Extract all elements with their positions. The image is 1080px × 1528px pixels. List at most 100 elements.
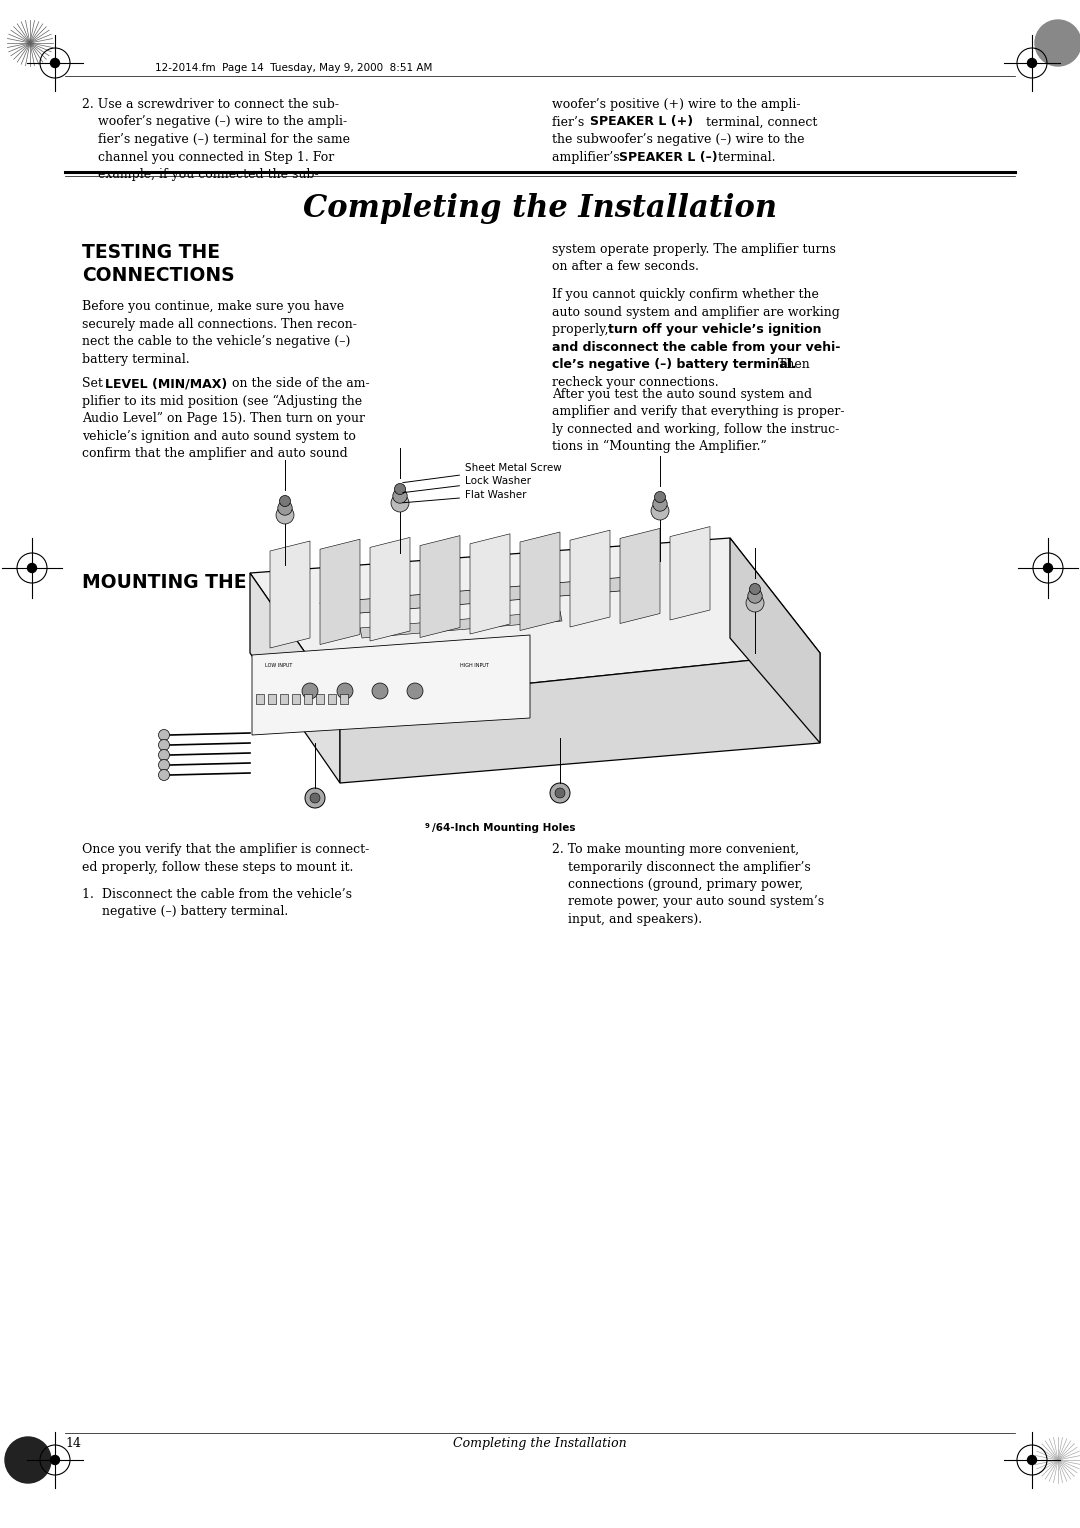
- Text: Set: Set: [82, 377, 107, 390]
- Circle shape: [652, 497, 667, 512]
- Circle shape: [159, 750, 170, 761]
- Circle shape: [1035, 20, 1080, 66]
- Text: Then: Then: [774, 358, 810, 371]
- Text: and disconnect the cable from your vehi-: and disconnect the cable from your vehi-: [552, 341, 840, 353]
- Circle shape: [310, 793, 320, 804]
- Text: Completing the Installation: Completing the Installation: [303, 193, 777, 225]
- Text: turn off your vehicle’s ignition: turn off your vehicle’s ignition: [608, 322, 822, 336]
- Polygon shape: [620, 529, 660, 623]
- Text: ly connected and working, follow the instruc-: ly connected and working, follow the ins…: [552, 423, 839, 435]
- FancyBboxPatch shape: [292, 694, 300, 704]
- Text: Audio Level” on Page 15). Then turn on your: Audio Level” on Page 15). Then turn on y…: [82, 413, 365, 425]
- Text: channel you connected in Step 1. For: channel you connected in Step 1. For: [82, 150, 334, 163]
- Text: remote power, your auto sound system’s: remote power, your auto sound system’s: [552, 895, 824, 909]
- Polygon shape: [670, 527, 710, 620]
- Circle shape: [159, 770, 170, 781]
- Text: connections (ground, primary power,: connections (ground, primary power,: [552, 879, 804, 891]
- Polygon shape: [470, 533, 510, 634]
- Text: Completing the Installation: Completing the Installation: [454, 1436, 626, 1450]
- Polygon shape: [730, 538, 820, 743]
- Text: HIGH INPUT: HIGH INPUT: [460, 663, 489, 668]
- Text: negative (–) battery terminal.: negative (–) battery terminal.: [82, 906, 288, 918]
- Text: ed properly, follow these steps to mount it.: ed properly, follow these steps to mount…: [82, 860, 353, 874]
- Text: the subwoofer’s negative (–) wire to the: the subwoofer’s negative (–) wire to the: [552, 133, 805, 147]
- FancyBboxPatch shape: [328, 694, 336, 704]
- Text: plifier to its mid position (see “Adjusting the: plifier to its mid position (see “Adjust…: [82, 394, 362, 408]
- Text: SPEAKER L (–): SPEAKER L (–): [619, 150, 717, 163]
- Circle shape: [51, 58, 59, 67]
- Text: SPEAKER L (+): SPEAKER L (+): [590, 116, 693, 128]
- Circle shape: [159, 729, 170, 741]
- Circle shape: [393, 489, 407, 503]
- Text: terminal.: terminal.: [714, 150, 775, 163]
- Circle shape: [5, 1436, 51, 1484]
- Text: nect the cable to the vehicle’s negative (–): nect the cable to the vehicle’s negative…: [82, 335, 350, 348]
- Text: Sheet Metal Screw: Sheet Metal Screw: [403, 463, 562, 483]
- Circle shape: [1043, 564, 1053, 573]
- Text: tions in “Mounting the Amplifier.”: tions in “Mounting the Amplifier.”: [552, 440, 767, 454]
- Text: input, and speakers).: input, and speakers).: [552, 914, 702, 926]
- Polygon shape: [340, 652, 820, 782]
- Text: /64-Inch Mounting Holes: /64-Inch Mounting Holes: [432, 824, 576, 833]
- FancyBboxPatch shape: [340, 694, 348, 704]
- Text: temporarily disconnect the amplifier’s: temporarily disconnect the amplifier’s: [552, 860, 811, 874]
- Circle shape: [280, 495, 291, 506]
- Text: example, if you connected the sub-: example, if you connected the sub-: [82, 168, 319, 180]
- Text: CONNECTIONS: CONNECTIONS: [82, 266, 234, 286]
- Polygon shape: [370, 538, 410, 642]
- Polygon shape: [420, 536, 460, 637]
- Circle shape: [407, 683, 423, 698]
- Circle shape: [654, 492, 665, 503]
- Text: LEVEL (MIN/MAX): LEVEL (MIN/MAX): [105, 377, 227, 390]
- Polygon shape: [320, 539, 360, 645]
- Polygon shape: [249, 573, 340, 782]
- Text: recheck your connections.: recheck your connections.: [552, 376, 718, 388]
- Text: MOUNTING THE AMPLIFIER: MOUNTING THE AMPLIFIER: [82, 573, 366, 591]
- FancyBboxPatch shape: [303, 694, 312, 704]
- Text: amplifier’s: amplifier’s: [552, 150, 623, 163]
- Text: 2. Use a screwdriver to connect the sub-: 2. Use a screwdriver to connect the sub-: [82, 98, 339, 112]
- Polygon shape: [519, 532, 561, 631]
- Polygon shape: [252, 636, 530, 735]
- Text: If you cannot quickly confirm whether the: If you cannot quickly confirm whether th…: [552, 287, 819, 301]
- Circle shape: [278, 501, 293, 515]
- Text: 14: 14: [65, 1436, 81, 1450]
- Text: terminal, connect: terminal, connect: [702, 116, 818, 128]
- Text: confirm that the amplifier and auto sound: confirm that the amplifier and auto soun…: [82, 448, 348, 460]
- Circle shape: [337, 683, 353, 698]
- Text: properly,: properly,: [552, 322, 612, 336]
- Text: TESTING THE: TESTING THE: [82, 243, 220, 261]
- Polygon shape: [320, 575, 654, 616]
- FancyBboxPatch shape: [256, 694, 264, 704]
- Text: on after a few seconds.: on after a few seconds.: [552, 260, 699, 274]
- Circle shape: [550, 782, 570, 804]
- Text: securely made all connections. Then recon-: securely made all connections. Then reco…: [82, 318, 356, 330]
- Text: auto sound system and amplifier are working: auto sound system and amplifier are work…: [552, 306, 840, 318]
- Text: battery terminal.: battery terminal.: [82, 353, 190, 365]
- Circle shape: [747, 588, 762, 604]
- Text: fier’s negative (–) terminal for the same: fier’s negative (–) terminal for the sam…: [82, 133, 350, 147]
- Polygon shape: [249, 538, 820, 703]
- Text: on the side of the am-: on the side of the am-: [228, 377, 369, 390]
- Circle shape: [1027, 58, 1037, 67]
- FancyBboxPatch shape: [280, 694, 288, 704]
- Text: LOW INPUT: LOW INPUT: [265, 663, 293, 668]
- Text: 12-2014.fm  Page 14  Tuesday, May 9, 2000  8:51 AM: 12-2014.fm Page 14 Tuesday, May 9, 2000 …: [156, 63, 432, 73]
- Polygon shape: [570, 530, 610, 626]
- Polygon shape: [270, 541, 310, 648]
- Circle shape: [1027, 1456, 1037, 1464]
- Circle shape: [51, 1456, 59, 1464]
- Text: 9: 9: [424, 824, 430, 830]
- Circle shape: [302, 683, 318, 698]
- Text: woofer’s negative (–) wire to the ampli-: woofer’s negative (–) wire to the ampli-: [82, 116, 347, 128]
- Text: Flat Washer: Flat Washer: [403, 490, 527, 503]
- Circle shape: [159, 759, 170, 770]
- Circle shape: [305, 788, 325, 808]
- Circle shape: [159, 740, 170, 750]
- Text: woofer’s positive (+) wire to the ampli-: woofer’s positive (+) wire to the ampli-: [552, 98, 800, 112]
- Text: fier’s: fier’s: [552, 116, 589, 128]
- Circle shape: [391, 494, 409, 512]
- Text: Once you verify that the amplifier is connect-: Once you verify that the amplifier is co…: [82, 843, 369, 856]
- Text: vehicle’s ignition and auto sound system to: vehicle’s ignition and auto sound system…: [82, 429, 356, 443]
- Polygon shape: [360, 611, 562, 639]
